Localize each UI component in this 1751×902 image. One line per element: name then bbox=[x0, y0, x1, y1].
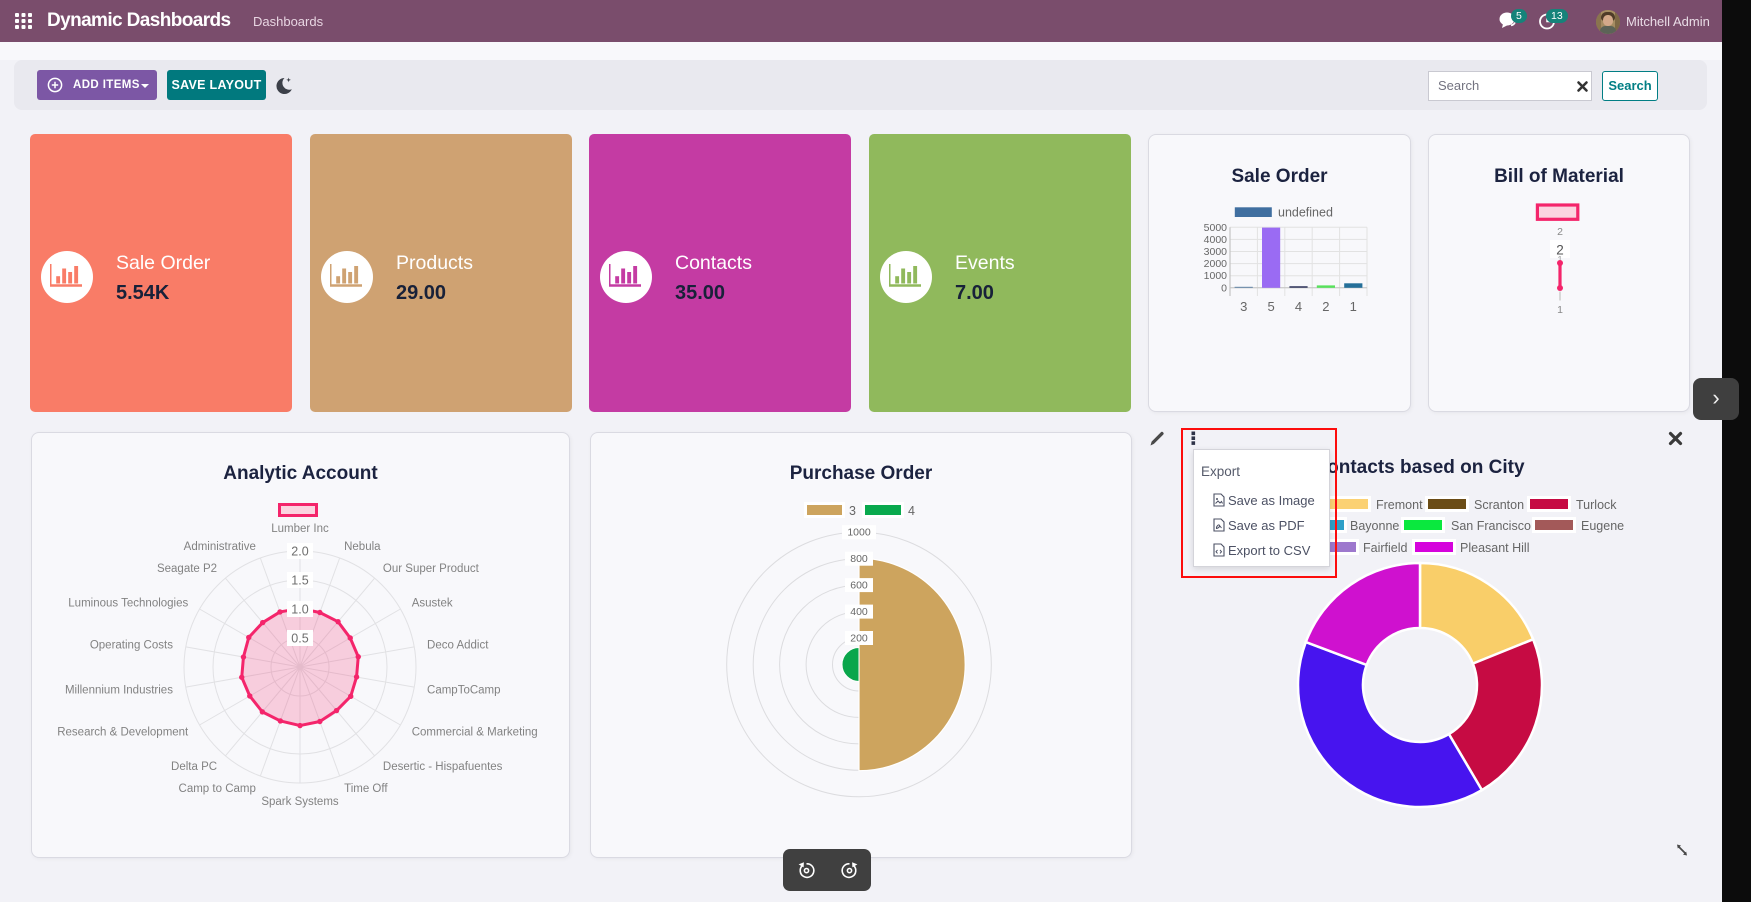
svg-text:1: 1 bbox=[1350, 299, 1357, 314]
svg-text:Deco Addict: Deco Addict bbox=[427, 640, 489, 652]
svg-text:1.5: 1.5 bbox=[291, 574, 308, 588]
svg-text:2: 2 bbox=[1556, 243, 1564, 258]
svg-text:0: 0 bbox=[1221, 282, 1227, 294]
svg-text:Lumber Inc: Lumber Inc bbox=[271, 523, 329, 535]
svg-text:2: 2 bbox=[1322, 299, 1329, 314]
svg-text:200: 200 bbox=[850, 633, 868, 645]
svg-text:Delta PC: Delta PC bbox=[171, 761, 217, 773]
svg-text:1000: 1000 bbox=[1204, 270, 1228, 282]
svg-text:4: 4 bbox=[1295, 299, 1302, 314]
svg-text:800: 800 bbox=[850, 553, 868, 565]
svg-text:Operating Costs: Operating Costs bbox=[90, 640, 173, 652]
svg-text:Time Off: Time Off bbox=[344, 783, 388, 795]
svg-text:Luminous Technologies: Luminous Technologies bbox=[68, 598, 188, 610]
svg-text:Millennium Industries: Millennium Industries bbox=[65, 684, 173, 696]
svg-text:Asustek: Asustek bbox=[412, 598, 453, 610]
svg-text:1000: 1000 bbox=[847, 527, 871, 539]
svg-text:1: 1 bbox=[1557, 304, 1563, 316]
svg-text:400: 400 bbox=[850, 606, 868, 618]
svg-text:Desertic - Hispafuentes: Desertic - Hispafuentes bbox=[383, 761, 503, 773]
svg-text:Administrative: Administrative bbox=[184, 541, 256, 553]
svg-text:Spark Systems: Spark Systems bbox=[261, 796, 339, 808]
svg-text:2: 2 bbox=[1557, 226, 1563, 238]
svg-text:CampToCamp: CampToCamp bbox=[427, 684, 501, 696]
svg-text:3000: 3000 bbox=[1204, 246, 1228, 258]
svg-text:Research & Development: Research & Development bbox=[57, 727, 189, 739]
svg-text:3: 3 bbox=[1240, 299, 1247, 314]
svg-text:1.0: 1.0 bbox=[291, 603, 308, 617]
svg-text:undefined: undefined bbox=[1278, 206, 1333, 220]
svg-text:4000: 4000 bbox=[1204, 234, 1228, 246]
svg-text:Our Super Product: Our Super Product bbox=[383, 563, 480, 575]
svg-text:Nebula: Nebula bbox=[344, 541, 381, 553]
svg-text:2.0: 2.0 bbox=[291, 545, 308, 559]
svg-text:5000: 5000 bbox=[1204, 222, 1228, 234]
svg-text:600: 600 bbox=[850, 580, 868, 592]
svg-text:Commercial & Marketing: Commercial & Marketing bbox=[412, 727, 538, 739]
svg-text:5: 5 bbox=[1267, 299, 1274, 314]
svg-text:0.5: 0.5 bbox=[291, 632, 308, 646]
svg-text:Camp to Camp: Camp to Camp bbox=[179, 783, 256, 795]
svg-text:2000: 2000 bbox=[1204, 258, 1228, 270]
svg-text:Seagate P2: Seagate P2 bbox=[157, 563, 217, 575]
